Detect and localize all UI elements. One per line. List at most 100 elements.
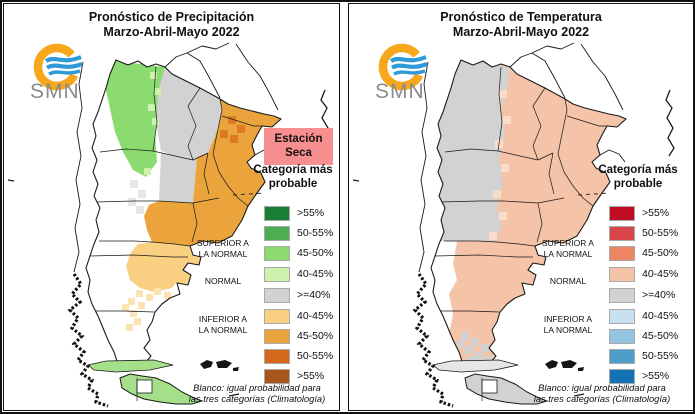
group-label-line: INFERIOR A — [543, 314, 593, 324]
group-label-normal: NORMAL — [549, 276, 587, 286]
title-line-1: Pronóstico de Precipitación — [88, 10, 255, 24]
legend-swatch — [609, 348, 635, 364]
legend-swatch — [264, 225, 290, 241]
legend-row: 40-45% — [609, 266, 678, 282]
title-line-1: Pronóstico de Temperatura — [440, 10, 602, 24]
group-label-inferior: INFERIOR A LA NORMAL — [184, 314, 262, 336]
chile-fjords — [67, 273, 109, 408]
pixel-cells-light-tan — [122, 288, 171, 331]
province-borders — [434, 66, 607, 313]
province-borders — [89, 66, 262, 313]
latitude-tick — [352, 179, 360, 182]
group-label-superior: SUPERIOR A LA NORMAL — [184, 238, 262, 260]
legend-swatch — [264, 205, 290, 221]
legend-row: >=40% — [264, 287, 330, 303]
legend-range: >55% — [642, 207, 670, 219]
logo-ring — [33, 43, 79, 91]
footnote-line-2: las tres categorías (Climatología) — [188, 394, 326, 404]
legend-range: 40-45% — [297, 310, 334, 322]
dry-season-line-2: Seca — [285, 146, 312, 159]
legend-row: 50-55% — [609, 225, 678, 241]
legend-range: 50-55% — [642, 350, 679, 362]
chile-coastline — [73, 61, 84, 273]
legend-row: 50-55% — [264, 225, 333, 241]
falkland-islands — [545, 360, 584, 371]
pixel-cells-cuyo — [128, 180, 146, 214]
logo-wave-1 — [389, 55, 427, 63]
legend-row: >55% — [609, 368, 669, 384]
legend-range: 40-45% — [297, 268, 334, 280]
legend-row: >=40% — [609, 287, 675, 303]
legend-range: 50-55% — [642, 227, 679, 239]
legend-swatch — [609, 287, 635, 303]
map-title: Pronóstico de Temperatura Marzo-Abril-Ma… — [349, 10, 693, 39]
legend-row: 45-50% — [264, 245, 333, 261]
legend-heading: Categoría más probable — [237, 163, 349, 191]
legend-range: >55% — [642, 370, 670, 382]
santa-cruz-strip — [87, 359, 174, 373]
legend-swatch — [609, 328, 635, 344]
legend-row: 45-50% — [609, 328, 678, 344]
legend-swatch — [609, 245, 635, 261]
isla-estados-mark — [573, 393, 585, 397]
region-east-orange — [144, 99, 281, 246]
legend-range: 45-50% — [642, 247, 679, 259]
logo-wave-2 — [46, 62, 83, 70]
region-south-tan — [126, 242, 201, 292]
legend-range: >55% — [297, 207, 325, 219]
footnote-line-1: Blanco: igual probabilidad para — [193, 383, 321, 393]
footnote: Blanco: igual probabilidad para las tres… — [519, 383, 685, 405]
group-label-normal: NORMAL — [204, 276, 242, 286]
group-label-line: LA NORMAL — [198, 249, 248, 259]
group-label-inferior: INFERIOR A LA NORMAL — [529, 314, 607, 336]
legend-row: 50-55% — [609, 348, 678, 364]
legend-row: 40-45% — [264, 308, 333, 324]
argentina-outline — [430, 59, 627, 369]
legend-range: 40-45% — [642, 310, 679, 322]
precipitation-panel: Pronóstico de Precipitación Marzo-Abril-… — [3, 3, 340, 411]
footnote: Blanco: igual probabilidad para las tres… — [174, 383, 340, 405]
region-central-gray — [159, 153, 197, 203]
legend-swatch — [609, 225, 635, 241]
group-label-superior: SUPERIOR A LA NORMAL — [529, 238, 607, 260]
pixel-cells-light-peach — [489, 90, 511, 240]
legend-range: 50-55% — [297, 350, 334, 362]
latitude-tick — [7, 179, 15, 182]
legend-range: 45-50% — [297, 330, 334, 342]
logo-wave-2 — [391, 62, 428, 70]
tdf-no-data-notch — [481, 379, 498, 394]
group-label-line: SUPERIOR A — [197, 238, 249, 248]
dry-season-box: Estación Seca — [264, 128, 333, 165]
rio-plata-dashed-line — [232, 192, 266, 196]
region-north-central-gray — [156, 67, 222, 160]
smn-logo — [378, 43, 428, 91]
dry-season-line-1: Estación — [274, 133, 323, 145]
group-label-line: LA NORMAL — [543, 249, 593, 259]
title-line-2: Marzo-Abril-Mayo 2022 — [103, 24, 240, 39]
tdf-no-data-notch — [136, 379, 153, 394]
legend-swatch — [609, 368, 635, 384]
neighbor-borders — [509, 42, 626, 163]
group-label-line: INFERIOR A — [198, 314, 248, 324]
legend-swatch — [264, 368, 290, 384]
legend-swatch — [264, 266, 290, 282]
chile-fjords — [412, 273, 454, 408]
group-label-line: LA NORMAL — [198, 325, 248, 335]
temperature-panel: Pronóstico de Temperatura Marzo-Abril-Ma… — [348, 3, 694, 411]
legend-heading-line-2: probable — [613, 178, 663, 190]
pixel-cells-dark-orange — [220, 116, 245, 143]
legend-range: >=40% — [642, 289, 676, 301]
logo-wave-3 — [48, 69, 81, 76]
legend-heading-line-1: Categoría más — [598, 164, 678, 176]
pixel-cells-south-gray — [457, 332, 493, 364]
legend-row: 40-45% — [264, 266, 333, 282]
region-west-gray — [431, 60, 510, 241]
legend-swatch — [264, 287, 290, 303]
legend-row: 40-45% — [609, 308, 678, 324]
legend-heading-line-1: Categoría más — [253, 164, 333, 176]
legend-swatch — [264, 328, 290, 344]
logo-ring — [378, 43, 424, 91]
neighbor-borders — [164, 42, 281, 163]
footnote-line-2: las tres categorías (Climatología) — [533, 394, 671, 404]
legend-row: 45-50% — [609, 245, 678, 261]
